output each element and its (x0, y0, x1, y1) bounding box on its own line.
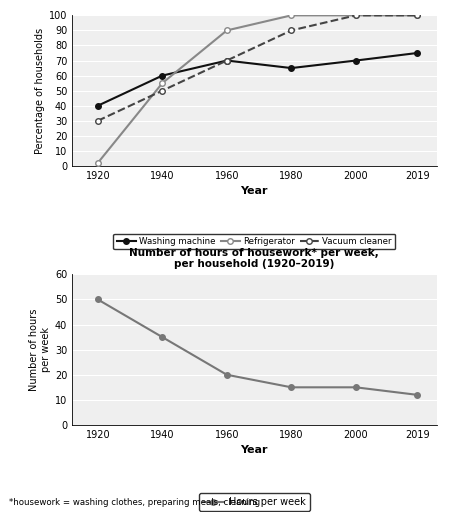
X-axis label: Year: Year (240, 186, 268, 197)
X-axis label: Year: Year (240, 445, 268, 455)
Y-axis label: Percentage of households: Percentage of households (35, 28, 45, 154)
Text: *housework = washing clothes, preparing meals, cleaning: *housework = washing clothes, preparing … (9, 498, 260, 507)
Title: Number of hours of housework* per week,
per household (1920–2019): Number of hours of housework* per week, … (130, 248, 379, 269)
Legend: Hours per week: Hours per week (199, 493, 310, 511)
Legend: Washing machine, Refrigerator, Vacuum cleaner: Washing machine, Refrigerator, Vacuum cl… (113, 233, 395, 249)
Y-axis label: Number of hours
per week: Number of hours per week (29, 308, 50, 391)
